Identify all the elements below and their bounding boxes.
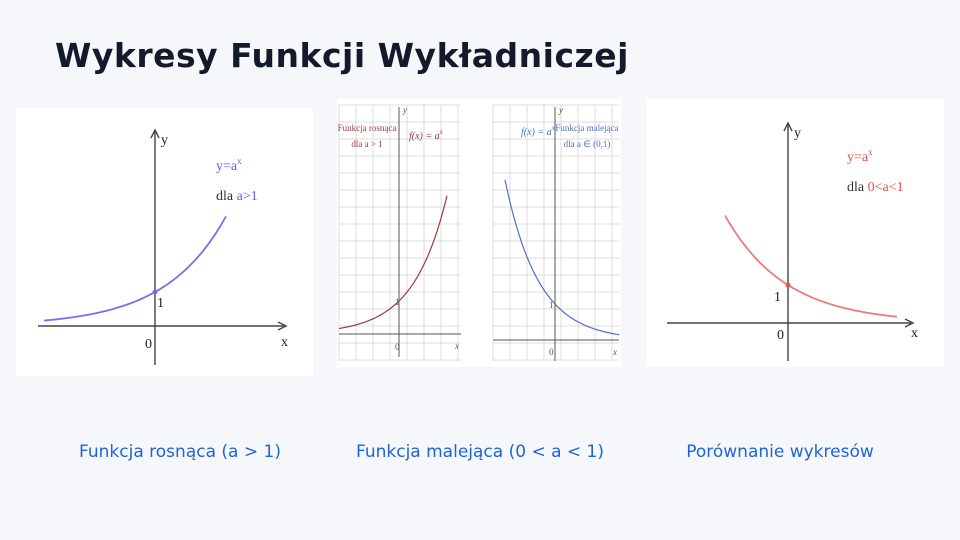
caption-falling: Funkcja malejąca (0 < a < 1) <box>355 442 605 462</box>
condition-prefix: dla <box>847 180 868 195</box>
chart-panel-rising: x y 0 1 y=ax dla a>1 <box>16 108 313 376</box>
x-axis-label: x <box>281 335 288 350</box>
chart-rising: x y 0 1 y=ax dla a>1 <box>38 128 288 365</box>
series-line-doc-rising <box>338 195 448 330</box>
chart-pair-document: y x 0 1 Funkcja rosnąca dla a > 1 f(x) =… <box>338 104 620 361</box>
tick-label-zero-right: 0 <box>549 347 554 357</box>
formula-label: y=ax <box>847 147 873 165</box>
tick-label-one: 1 <box>157 296 164 311</box>
chart-falling: x y 0 1 y=ax dla 0<a<1 <box>667 121 918 361</box>
chart-panel-falling: y x 0 1 Funkcja rosnąca dla a > 1 f(x) =… <box>337 99 621 367</box>
formula-exponent: x <box>237 156 242 166</box>
x-axis-arrow <box>277 321 288 331</box>
series-line-rising <box>43 215 227 322</box>
x-axis-label: x <box>911 326 918 341</box>
formula-right: f(x) = ax <box>521 124 556 138</box>
description-line-2-left: dla a > 1 <box>351 139 382 149</box>
y-axis-label: y <box>161 133 168 148</box>
tick-label-one-left: 1 <box>395 297 400 307</box>
formula-base: y=a <box>216 159 238 174</box>
description-line-1-right: Funkcja malejąca <box>555 123 618 133</box>
y-axis-label-left: y <box>402 105 407 115</box>
slide-title: Wykresy Funkcji Wykładniczej <box>55 36 629 75</box>
condition-value: 0<a<1 <box>868 180 904 195</box>
series-line-falling <box>724 215 898 318</box>
grid-left <box>338 104 461 361</box>
formula-label: y=ax <box>216 156 242 174</box>
condition-prefix: dla <box>216 189 237 204</box>
y-axis-label: y <box>794 126 801 141</box>
x-axis-label-right: x <box>612 347 617 357</box>
caption-compare: Porównanie wykresów <box>686 442 874 462</box>
tick-label-one: 1 <box>774 290 781 305</box>
condition-label: dla a>1 <box>216 189 258 204</box>
point-0-1 <box>785 282 791 288</box>
formula-exponent: x <box>868 147 873 157</box>
grid-right <box>492 104 619 361</box>
description-line-2-right: dla a ∈ (0,1) <box>564 139 611 149</box>
caption-rising: Funkcja rosnąca (a > 1) <box>79 442 281 462</box>
y-axis-arrow <box>150 128 160 139</box>
formula-left: f(x) = ax <box>409 128 444 142</box>
x-axis-label-left: x <box>454 341 459 351</box>
tick-label-one-right: 1 <box>549 300 554 310</box>
tick-label-zero: 0 <box>777 328 784 343</box>
x-axis-arrow <box>904 318 915 328</box>
formula-base: y=a <box>847 150 869 165</box>
condition-value: a>1 <box>237 189 258 204</box>
description-line-1-left: Funkcja rosnąca <box>338 123 397 133</box>
y-axis-arrow <box>783 121 793 132</box>
series-line-doc-falling <box>504 179 620 336</box>
tick-label-zero: 0 <box>145 337 152 352</box>
tick-label-zero-left: 0 <box>395 342 400 352</box>
condition-label: dla 0<a<1 <box>847 180 904 195</box>
point-0-1 <box>152 289 158 295</box>
chart-panel-compare: x y 0 1 y=ax dla 0<a<1 <box>647 99 944 367</box>
y-axis-label-right: y <box>558 105 563 115</box>
